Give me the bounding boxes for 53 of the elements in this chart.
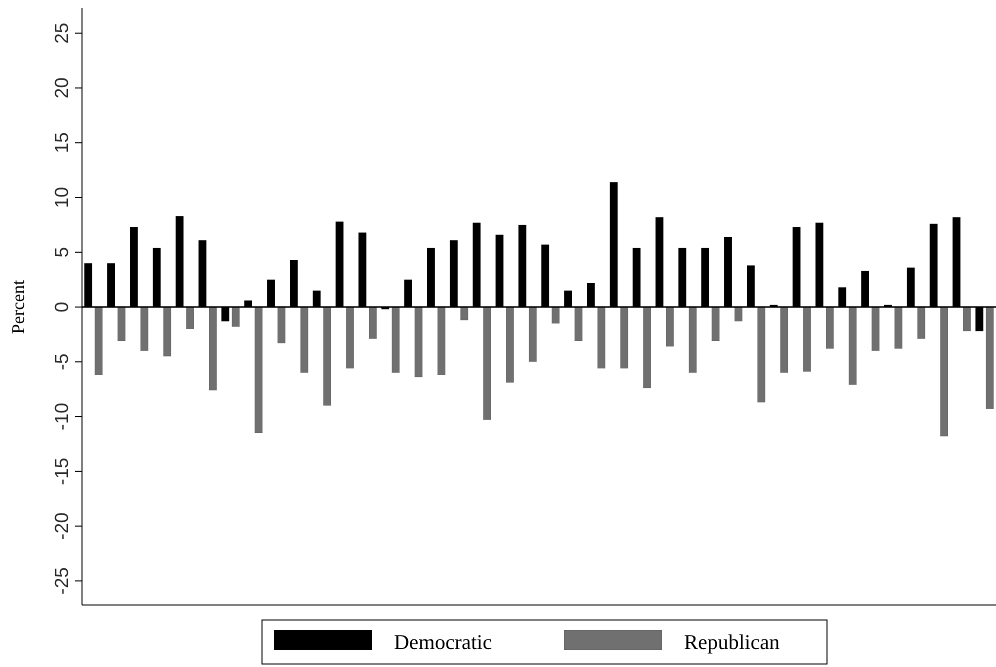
y-tick-label: -25 (52, 567, 73, 595)
legend-label: Republican (684, 630, 780, 654)
bar (232, 307, 240, 327)
bar (528, 307, 537, 362)
bar (780, 307, 788, 373)
bar (414, 307, 422, 378)
bar (254, 307, 263, 434)
bar (437, 307, 446, 375)
bar (666, 307, 674, 346)
bar (118, 307, 126, 342)
y-tick-label: 5 (52, 246, 73, 258)
y-tick-label: -10 (52, 402, 73, 430)
y-tick-label: 10 (52, 186, 73, 208)
bar (734, 307, 742, 322)
bar (574, 307, 582, 342)
bar (140, 307, 148, 351)
bar (208, 307, 217, 390)
bar (483, 307, 492, 420)
y-tick-label: -20 (52, 512, 73, 540)
bar (323, 307, 332, 406)
y-tick-label: 25 (52, 22, 73, 44)
bar (300, 307, 308, 373)
bar (848, 307, 857, 385)
y-tick-label: -5 (52, 353, 73, 370)
y-axis-title: Percent (8, 280, 28, 334)
y-tick-label: 0 (52, 302, 73, 312)
y-tick-label: -15 (52, 458, 73, 486)
bar (94, 307, 103, 375)
bar (757, 307, 766, 402)
bar (940, 307, 948, 436)
bar (917, 307, 926, 339)
bar (963, 307, 971, 332)
bar (688, 307, 697, 373)
bar (826, 307, 834, 349)
bar (894, 307, 902, 349)
y-tick-label: 20 (52, 77, 73, 99)
bar (163, 307, 172, 356)
bar (986, 307, 994, 409)
bar (506, 307, 514, 383)
bar (597, 307, 606, 368)
bar (392, 307, 400, 373)
bar (803, 307, 811, 372)
bar (712, 307, 720, 342)
y-tick-label: 15 (52, 132, 73, 154)
bar (643, 307, 651, 388)
bar (872, 307, 880, 351)
bar (346, 307, 354, 368)
bar (278, 307, 286, 344)
bar (552, 307, 560, 324)
bar (186, 307, 194, 329)
bar (368, 307, 377, 339)
bar (620, 307, 628, 368)
legend-label: Democratic (394, 630, 492, 654)
